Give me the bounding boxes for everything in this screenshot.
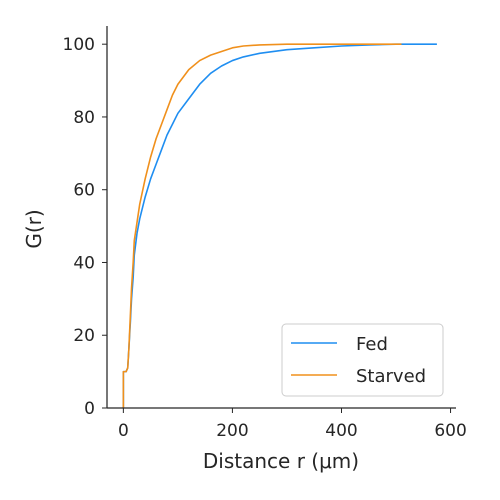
y-tick-label: 40 bbox=[73, 253, 95, 273]
legend-label-fed: Fed bbox=[356, 334, 388, 355]
series-line-starved bbox=[122, 43, 402, 408]
y-axis-title: G(r) bbox=[22, 209, 46, 248]
y-tick-label: 80 bbox=[73, 108, 95, 128]
x-tick-label: 400 bbox=[325, 421, 357, 441]
x-ticks: 0 200 400 600 bbox=[118, 408, 467, 441]
legend: Fed Starved bbox=[281, 323, 444, 397]
x-tick-label: 600 bbox=[434, 421, 466, 441]
legend-box bbox=[281, 323, 444, 397]
x-tick-label: 200 bbox=[216, 421, 248, 441]
y-tick-label: 20 bbox=[73, 326, 95, 346]
y-tick-label: 100 bbox=[63, 35, 95, 55]
x-axis-title: Distance r (μm) bbox=[203, 449, 359, 473]
y-tick-label: 0 bbox=[84, 399, 95, 419]
x-tick-label: 0 bbox=[118, 421, 129, 441]
legend-label-starved: Starved bbox=[356, 366, 426, 387]
y-ticks: 0 20 40 60 80 100 bbox=[63, 35, 107, 419]
plot-series bbox=[122, 43, 437, 408]
y-tick-label: 60 bbox=[73, 181, 95, 201]
